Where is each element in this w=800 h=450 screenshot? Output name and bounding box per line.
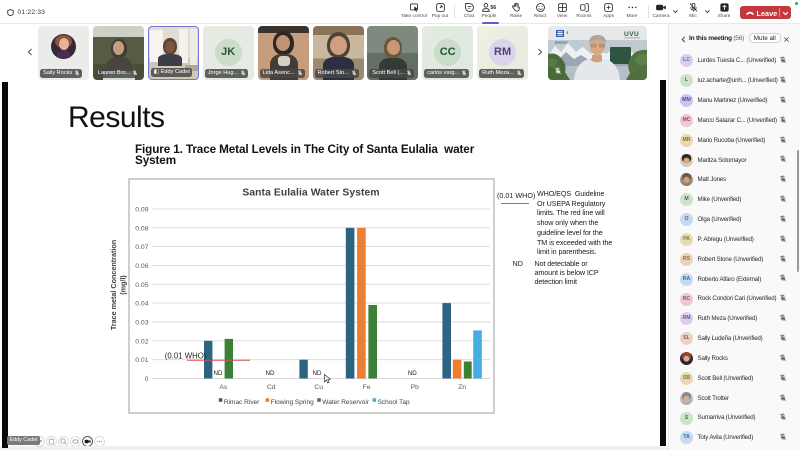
- svg-text:Flowing Spring: Flowing Spring: [271, 399, 314, 406]
- svg-text:ND: ND: [214, 370, 223, 377]
- svg-text:ND: ND: [408, 370, 417, 377]
- svg-text:unesco: unesco: [555, 41, 568, 45]
- svg-text:ND: ND: [266, 370, 275, 377]
- svg-text:Cd: Cd: [267, 384, 276, 391]
- svg-text:0: 0: [145, 376, 149, 383]
- svg-text:(0.01 WHO): (0.01 WHO): [165, 352, 207, 361]
- svg-text:0.04: 0.04: [135, 301, 148, 308]
- svg-text:0.09: 0.09: [135, 206, 148, 213]
- svg-text:Fe: Fe: [363, 384, 371, 391]
- svg-text:Zn: Zn: [458, 384, 466, 391]
- svg-text:UVU: UVU: [624, 31, 639, 38]
- svg-text:School Tap: School Tap: [378, 399, 410, 406]
- svg-text:56: 56: [490, 5, 496, 11]
- svg-text:0.05: 0.05: [135, 282, 148, 289]
- svg-text:0.01: 0.01: [135, 357, 148, 364]
- svg-text:0.06: 0.06: [135, 263, 148, 270]
- svg-text:Trace metal Concentration: Trace metal Concentration: [109, 240, 118, 330]
- svg-text:0.08: 0.08: [135, 225, 148, 232]
- svg-text:(mg/l): (mg/l): [119, 275, 128, 295]
- svg-text:0.03: 0.03: [135, 320, 148, 327]
- svg-text:0.02: 0.02: [135, 338, 148, 345]
- svg-text:Water Reservoir: Water Reservoir: [322, 399, 370, 406]
- svg-text:Rimac River: Rimac River: [224, 399, 260, 406]
- svg-text:Cu: Cu: [314, 384, 323, 391]
- svg-text:Santa Eulalia Water System: Santa Eulalia Water System: [242, 188, 379, 199]
- svg-text:As: As: [219, 384, 228, 391]
- svg-text:0.07: 0.07: [135, 244, 148, 251]
- svg-text:ND: ND: [313, 370, 322, 377]
- svg-text:Pb: Pb: [411, 384, 420, 391]
